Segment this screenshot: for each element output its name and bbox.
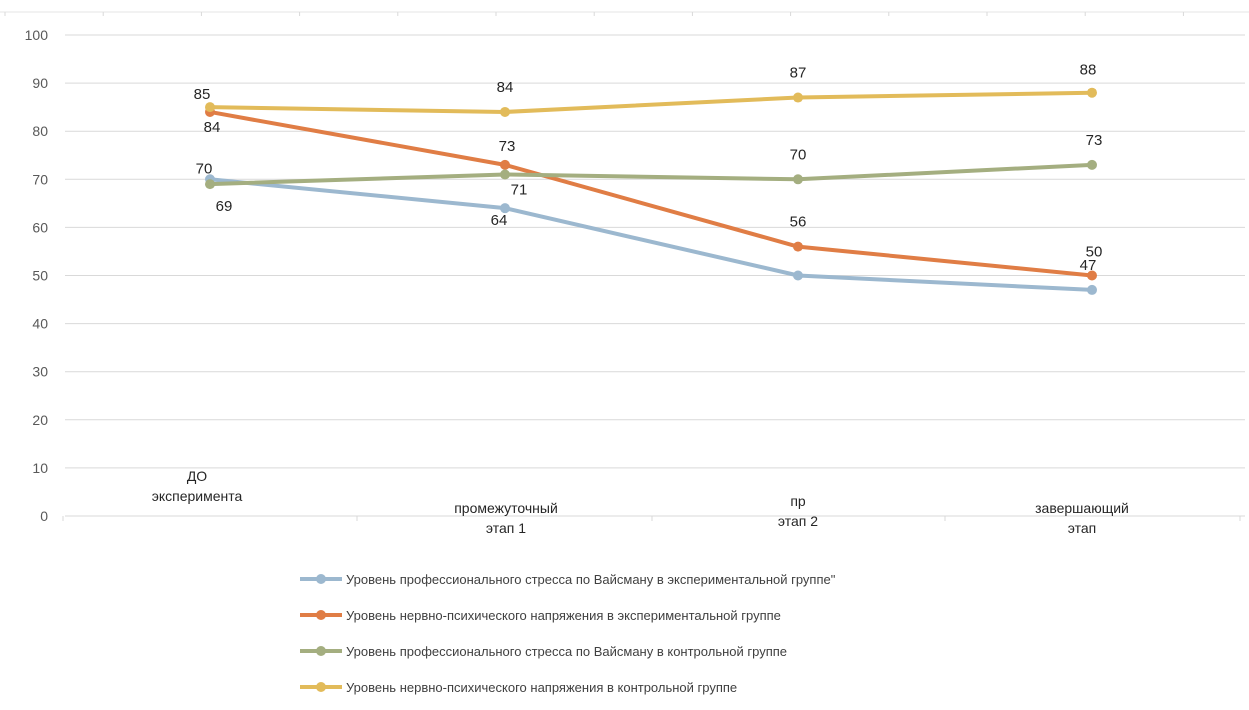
data-label: 73 [499,138,516,155]
legend-item: Уровень нервно-психического напряжения в… [300,674,835,700]
data-point [205,102,215,113]
series-line [209,177,1093,292]
data-point [500,169,510,180]
data-point [205,179,215,190]
x-category-label: этап 2 [778,513,818,529]
legend-label: Уровень профессионального стресса по Вай… [346,571,836,587]
data-label: 70 [790,146,807,163]
chart-legend: Уровень профессионального стресса по Вай… [300,566,835,710]
series-line [209,109,1093,278]
y-tick-label: 20 [32,412,48,428]
data-label: 70 [196,160,213,177]
x-category-label: этап 1 [486,520,526,536]
top-border-ticks [0,11,1249,16]
data-label: 56 [790,214,807,231]
legend-label: Уровень нервно-психического напряжения в… [346,607,781,623]
y-tick-label: 80 [32,123,48,139]
legend-label: Уровень профессионального стресса по Вай… [346,643,788,659]
x-axis: ДО эксперимента промежуточный этап 1 пр этап … [62,468,1241,536]
legend-swatch [300,608,342,622]
data-label: 84 [497,79,514,96]
y-tick-label: 60 [32,219,48,235]
y-tick-label: 40 [32,316,48,332]
data-point [793,241,803,252]
data-point [1087,284,1097,295]
data-point [1087,270,1097,281]
data-label: 85 [194,86,211,103]
data-point [793,92,803,103]
y-tick-label: 50 [32,268,48,284]
x-category-label: промежуточный [454,500,558,516]
x-category-label: эксперимента [152,488,243,504]
legend-label: Уровень нервно-психического напряжения в… [346,679,738,695]
y-tick-label: 30 [32,364,48,380]
legend-swatch [300,680,342,694]
x-category-label: этап [1068,520,1096,536]
gridlines [65,34,1245,517]
x-category-label: завершающий [1035,500,1129,516]
data-label: 47 [1080,257,1097,274]
data-point [1087,87,1097,98]
y-tick-label: 10 [32,460,48,476]
y-tick-label: 100 [25,27,49,43]
series-lines [205,87,1097,295]
legend-item: Уровень нервно-психического напряжения в… [300,602,835,628]
data-label: 88 [1080,62,1097,79]
line-chart: 0 10 20 30 40 50 60 70 80 90 100 ДО эксперимента про… [0,11,1249,536]
data-label: 84 [204,119,221,136]
data-label: 50 [1086,244,1103,261]
legend-item: Уровень профессионального стресса по Вай… [300,638,835,664]
data-point [793,174,803,185]
data-point [500,203,510,214]
data-point [793,270,803,281]
series-line [209,90,1093,114]
data-labels: 70 64 47 84 73 56 50 69 71 70 73 85 84 87 88 [194,62,1103,274]
data-point [1087,159,1097,170]
data-point [500,159,510,170]
data-point [500,106,510,117]
y-tick-label: 90 [32,75,48,91]
y-tick-label: 0 [40,508,48,524]
y-axis: 0 10 20 30 40 50 60 70 80 90 100 [25,27,49,524]
data-label: 73 [1086,132,1103,149]
x-category-label: ДО [187,468,207,484]
data-label: 69 [216,198,233,215]
legend-swatch [300,644,342,658]
legend-swatch [300,572,342,586]
legend-item: Уровень профессионального стресса по Вай… [300,566,835,592]
series-line [209,162,1093,187]
data-label: 71 [511,181,528,198]
data-label: 64 [491,212,508,229]
x-category-label: пр [790,493,806,509]
data-label: 87 [790,65,807,82]
y-tick-label: 70 [32,171,48,187]
